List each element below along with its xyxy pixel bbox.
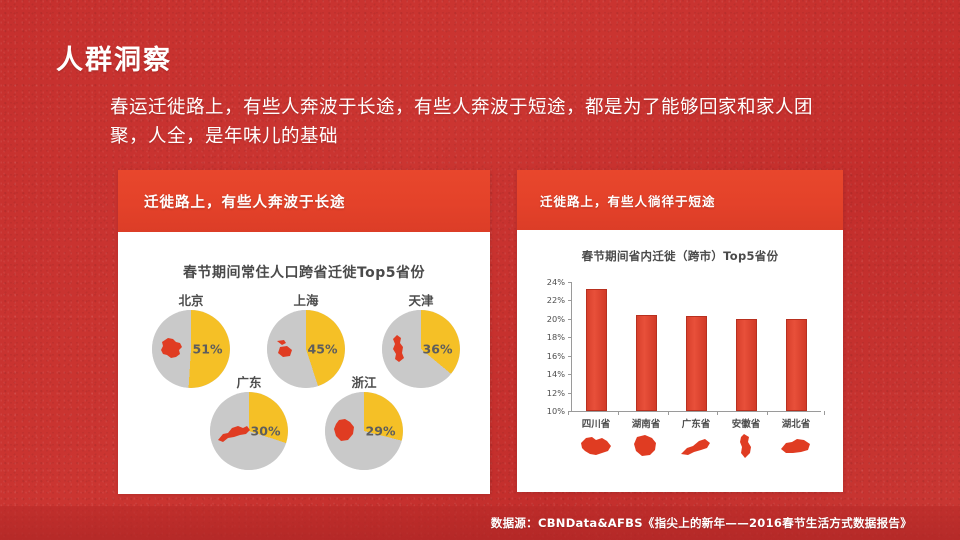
y-axis-tick: 20% — [547, 314, 573, 324]
pie-disc-guangdong: 30% — [210, 392, 288, 470]
pie-label-tianjin: 天津 — [408, 293, 434, 308]
bar-guangdong[interactable] — [685, 316, 707, 411]
y-axis-tick: 22% — [547, 295, 573, 305]
province-map-hubei-icon — [771, 435, 821, 457]
pie-disc-zhejiang: 29% — [325, 392, 403, 470]
x-axis-label: 湖北省 — [781, 419, 811, 430]
footer-source-text: 数据源：CBNData&AFBS《指尖上的新年——2016春节生活方式数据报告》 — [490, 516, 912, 530]
pie-disc-beijing: 51% — [152, 310, 230, 388]
bar-anhui[interactable] — [735, 318, 757, 411]
footer-bar: 数据源：CBNData&AFBS《指尖上的新年——2016春节生活方式数据报告》 — [0, 506, 960, 540]
province-map-sichuan-icon — [571, 433, 621, 459]
pie-circle-zhejiang: 29% — [325, 392, 403, 470]
bar-plot-area: 10% 12% 14% 16% 18% 20% 22% 24% — [547, 277, 825, 416]
bar-column — [767, 282, 825, 415]
pie-circle-beijing: 51% — [152, 310, 230, 388]
right-card-banner-label: 迁徙路上，有些人徜徉于短途 — [540, 193, 716, 209]
page-title: 人群洞察 — [56, 45, 172, 76]
y-axis-tick: 10% — [547, 406, 573, 416]
left-chart-title: 春节期间常住人口跨省迁徙Top5省份 — [182, 265, 426, 281]
pie-circle-guangdong: 30% — [210, 392, 288, 470]
bar-hubei[interactable] — [785, 318, 807, 411]
bar-column — [617, 282, 672, 415]
bar-hunan[interactable] — [636, 315, 658, 411]
y-axis-tick: 24% — [547, 277, 573, 287]
right-card: 迁徙路上，有些人徜徉于短途 春节期间省内迁徙（跨市）Top5省份 10% 12%… — [517, 170, 843, 492]
x-axis-label: 四川省 — [581, 419, 611, 430]
pie-circle-tianjin: 36% — [382, 310, 460, 388]
y-axis-tick: 16% — [547, 351, 573, 361]
x-axis-label: 广东省 — [681, 419, 711, 430]
province-map-guangdong-icon — [671, 434, 721, 458]
bar-column — [717, 282, 771, 415]
pie-chart-group: 北京 51% 上海 — [118, 288, 490, 488]
pie-value-shanghai: 45% — [307, 341, 338, 357]
pie-value-tianjin: 36% — [422, 341, 453, 357]
bar-column — [667, 282, 722, 415]
pie-disc-tianjin: 36% — [382, 310, 460, 388]
pie-disc-shanghai: 45% — [267, 310, 345, 388]
province-map-beijing-icon — [161, 338, 182, 358]
province-map-shanghai-icon — [277, 340, 292, 357]
pie-value-zhejiang: 29% — [365, 423, 396, 439]
pie-value-beijing: 51% — [192, 341, 223, 357]
right-card-banner: 迁徙路上，有些人徜徉于短途 — [517, 170, 843, 230]
pie-label-beijing: 北京 — [178, 293, 204, 308]
bar-chart: 10% 12% 14% 16% 18% 20% 22% 24% — [517, 274, 843, 464]
province-map-anhui-icon — [721, 432, 771, 460]
x-axis-label: 湖南省 — [631, 419, 661, 430]
subtitle-text: 春运迁徙路上，有些人奔波于长途，有些人奔波于短途，都是为了能够回家和家人团聚，人… — [110, 97, 814, 147]
y-axis-tick: 14% — [547, 369, 573, 379]
x-axis-labels: 四川省 湖南省 广东省 安徽省 湖北省 — [571, 416, 821, 430]
province-map-zhejiang-icon — [334, 419, 354, 441]
left-card-banner-label: 迁徙路上，有些人奔波于长途 — [144, 194, 346, 211]
bar-series — [568, 282, 825, 415]
bar-sichuan[interactable] — [586, 289, 608, 411]
left-card-banner: 迁徙路上，有些人奔波于长途 — [118, 170, 490, 232]
pie-label-guangdong: 广东 — [236, 375, 262, 390]
right-chart-title: 春节期间省内迁徙（跨市）Top5省份 — [581, 249, 779, 263]
province-map-hunan-icon — [621, 433, 671, 459]
pie-label-shanghai: 上海 — [293, 293, 319, 308]
bar-column — [568, 282, 622, 415]
x-axis-label: 安徽省 — [731, 419, 761, 430]
y-axis-tick: 12% — [547, 388, 573, 398]
left-card: 迁徙路上，有些人奔波于长途 春节期间常住人口跨省迁徙Top5省份 北京 51% — [118, 170, 490, 494]
pie-value-guangdong: 30% — [250, 423, 281, 439]
pie-label-zhejiang: 浙江 — [351, 375, 377, 390]
pie-circle-shanghai: 45% — [267, 310, 345, 388]
province-map-tianjin-icon — [393, 335, 404, 362]
province-map-guangdong-icon — [218, 426, 250, 442]
y-axis-tick: 18% — [547, 332, 573, 342]
province-map-row — [571, 432, 821, 460]
